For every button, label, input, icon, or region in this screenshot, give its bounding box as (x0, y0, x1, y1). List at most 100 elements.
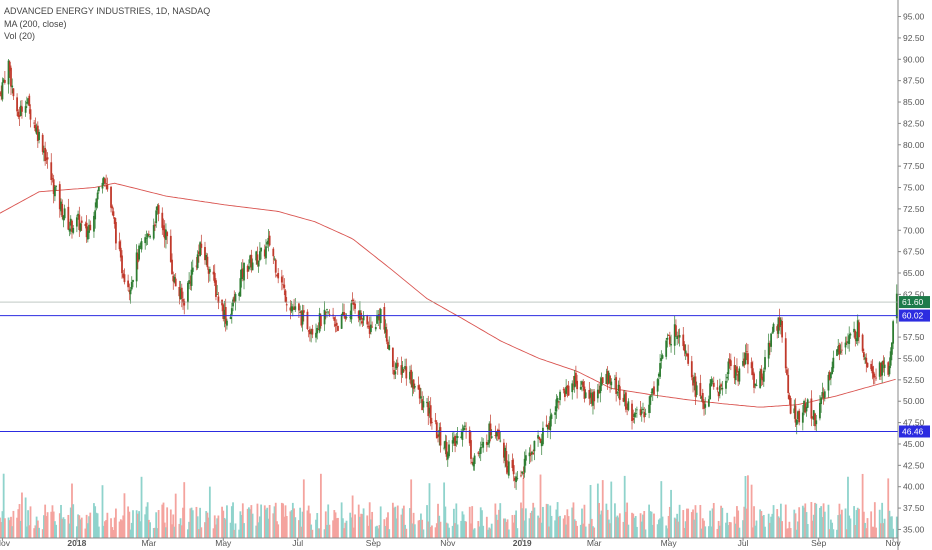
volume-bar (367, 525, 370, 538)
volume-bar (890, 516, 893, 538)
candle-body (764, 357, 766, 370)
volume-bar (767, 513, 770, 538)
candle-body (354, 303, 356, 309)
candle-body (687, 353, 690, 364)
candle-body (438, 429, 441, 437)
volume-bar (93, 503, 95, 538)
volume-bar (870, 511, 873, 538)
candle-body (344, 315, 347, 320)
candle-body (862, 352, 865, 358)
candle-body (704, 404, 707, 408)
candle-body (804, 403, 807, 413)
candle-body (171, 259, 173, 275)
candle-body (455, 440, 458, 444)
candle-body (294, 306, 297, 310)
candle-body (191, 267, 194, 272)
volume-bar (675, 518, 677, 538)
volume-bar (516, 528, 519, 538)
volume-bar (401, 508, 404, 538)
volume-bar (118, 521, 121, 538)
volume-bar (760, 511, 763, 538)
candle-body (805, 406, 808, 412)
candle-body (607, 372, 610, 384)
candle-body (96, 192, 99, 200)
volume-bar (323, 529, 326, 538)
ma-indicator-label[interactable]: MA (200, close) (4, 18, 67, 29)
candle-body (146, 233, 149, 238)
candle-body (38, 131, 40, 141)
volume-bar (318, 528, 321, 538)
volume-bar (460, 520, 463, 538)
volume-bar (350, 517, 353, 538)
volume-bar (539, 474, 542, 538)
candle-body (291, 308, 294, 310)
candle-body (531, 451, 533, 455)
candle-body (529, 453, 532, 455)
candle-body (465, 428, 467, 430)
volume-bar (670, 489, 672, 538)
moving-average (0, 182, 896, 408)
volume-bar (562, 518, 565, 538)
volume-bar (452, 508, 455, 538)
volume-bar (571, 507, 574, 538)
volume-bar (676, 513, 679, 538)
volume-bar (285, 516, 288, 538)
volume-bar (327, 504, 330, 538)
candle-body (481, 444, 483, 446)
volume-bar (599, 514, 602, 538)
volume-bar (396, 505, 399, 538)
candle-body (707, 399, 710, 407)
candle-body (68, 228, 71, 232)
candle-body (605, 373, 608, 385)
volume-bar (764, 526, 766, 538)
candle-body (215, 280, 217, 297)
candle-body (400, 365, 403, 375)
volume-bar (352, 527, 355, 538)
volume-bar (434, 527, 437, 538)
candle-body (515, 476, 518, 483)
candle-body (643, 411, 646, 418)
time-tick-label: Mar (142, 538, 157, 548)
volume-bar (302, 479, 305, 538)
candle-body (310, 331, 313, 334)
time-tick-label: Mar (587, 538, 602, 548)
volume-bar (849, 518, 852, 538)
candle-body (504, 447, 507, 461)
volume-bar (632, 513, 635, 538)
candle-body (258, 251, 261, 261)
candle-body (208, 269, 211, 273)
time-tick-label: Jul (738, 538, 749, 548)
volume-bar (581, 508, 583, 538)
volume-bar (115, 508, 117, 538)
volume-bar (609, 523, 611, 538)
volume-bar (882, 523, 885, 538)
volume-bar (524, 508, 527, 538)
volume-bar (753, 506, 755, 538)
candle-body (789, 397, 792, 414)
volume-bar (889, 516, 892, 538)
price-tick-label: 52.50 (903, 375, 925, 385)
candle-body (626, 406, 629, 409)
volume-bar (755, 520, 758, 538)
volume-bar (265, 509, 267, 538)
price-tick-label: 62.50 (903, 289, 925, 299)
candle-body (650, 391, 653, 393)
volume-bar (169, 509, 172, 538)
volume-bar (136, 513, 139, 538)
volume-bar (127, 506, 130, 538)
volume-indicator-label[interactable]: Vol (20) (4, 31, 36, 41)
candle-body (222, 304, 225, 319)
volume-bar (173, 526, 176, 538)
volume-bar (495, 514, 498, 538)
candle-body (315, 332, 317, 338)
volume-bar (354, 514, 356, 538)
candle-body (180, 287, 183, 299)
candle-body (456, 436, 459, 439)
volume-bar (146, 502, 149, 538)
price-candles (0, 59, 898, 490)
candle-body (417, 385, 420, 390)
candle-body (472, 462, 475, 467)
candle-body (277, 272, 280, 279)
